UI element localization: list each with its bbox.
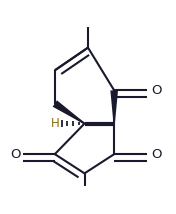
Text: O: O xyxy=(151,148,161,161)
Text: O: O xyxy=(151,84,161,97)
Text: O: O xyxy=(10,148,21,161)
Text: H: H xyxy=(51,117,59,130)
Polygon shape xyxy=(53,100,85,124)
Polygon shape xyxy=(110,90,118,124)
